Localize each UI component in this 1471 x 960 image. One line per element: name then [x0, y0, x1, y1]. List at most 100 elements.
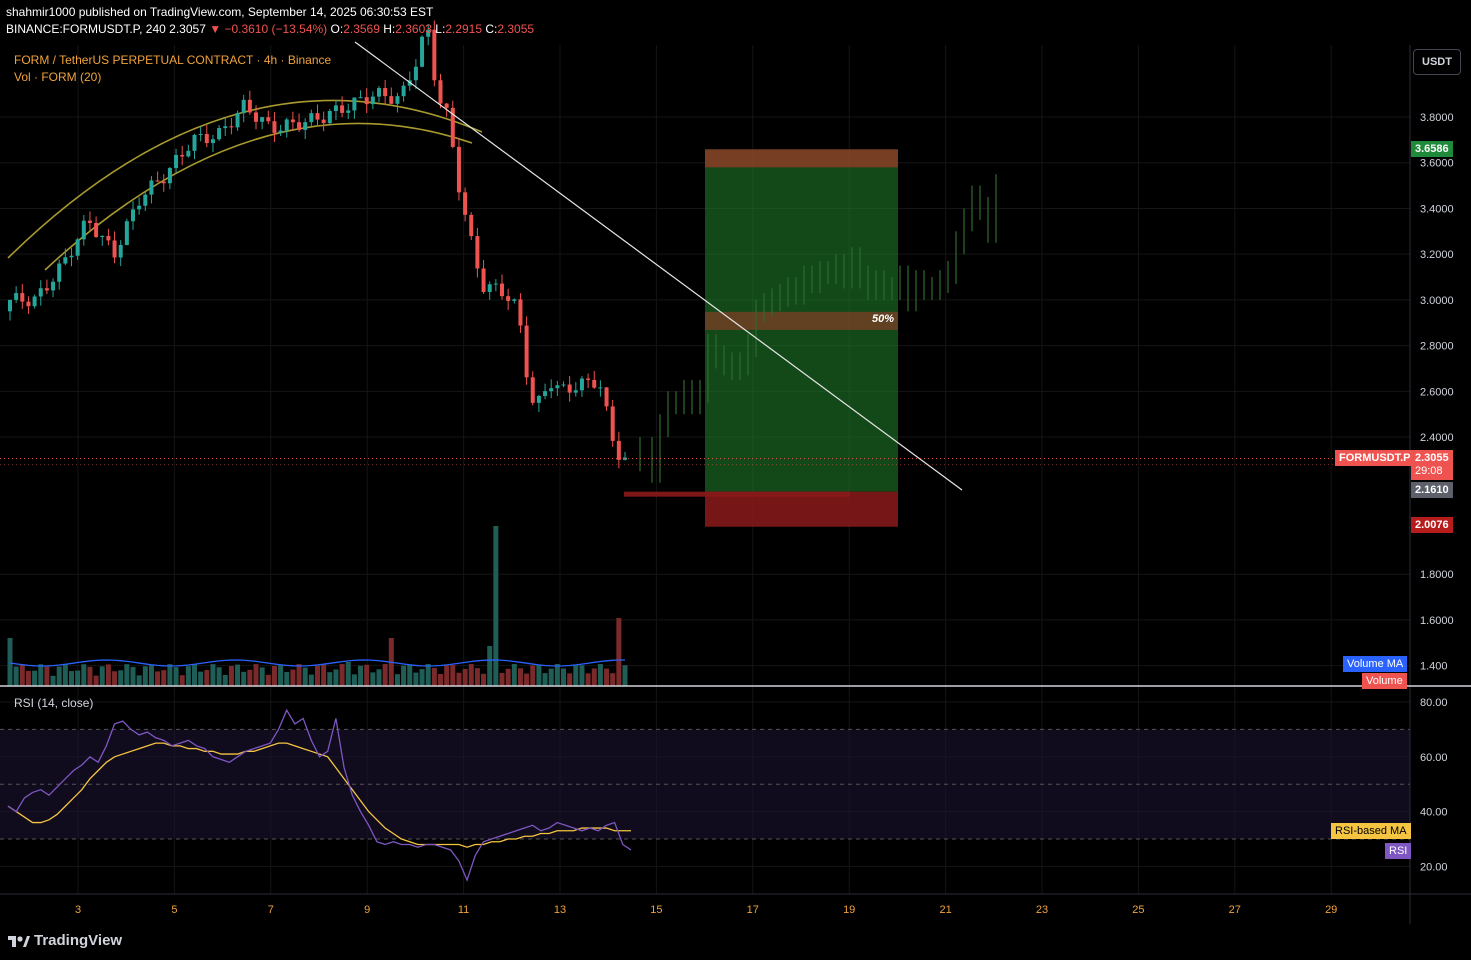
volume-bar: [161, 670, 167, 686]
time-tick-label: 17: [747, 904, 759, 916]
volume-bar: [87, 666, 93, 686]
candle-body: [321, 119, 326, 124]
volume-legend[interactable]: Vol · FORM (20): [14, 70, 102, 84]
candle-body: [75, 239, 80, 256]
volume-series: [7, 526, 628, 686]
candle-body: [389, 96, 394, 104]
volume-bar: [499, 672, 505, 686]
time-tick-label: 19: [843, 904, 855, 916]
rsi-tag: RSI: [1385, 843, 1412, 859]
volume-bar: [345, 662, 351, 686]
candle-body: [124, 221, 129, 245]
volume-bar: [567, 673, 573, 686]
candle-body: [598, 387, 603, 389]
candle-body: [303, 122, 308, 130]
candle-body: [364, 97, 369, 105]
volume-bar: [561, 668, 566, 686]
volume-bar: [167, 664, 173, 686]
rsi-tick-label: 60.00: [1420, 752, 1448, 764]
volume-bar: [136, 675, 142, 686]
candle-body: [217, 128, 222, 140]
trendline[interactable]: [354, 41, 963, 491]
candle-body: [229, 126, 234, 128]
time-tick-label: 9: [364, 904, 370, 916]
candle-body: [586, 378, 591, 380]
volume-bar: [604, 668, 610, 686]
candle-body: [352, 97, 357, 111]
volume-bar: [216, 667, 222, 686]
rsi-legend[interactable]: RSI (14, close): [14, 696, 94, 710]
tradingview-logo[interactable]: TradingView: [8, 932, 122, 949]
rsi-ma-line: [7, 742, 631, 848]
candle-body: [616, 440, 621, 460]
volume-bar: [192, 664, 197, 686]
rsi-tick-label: 40.00: [1420, 807, 1448, 819]
volume-bar: [413, 672, 419, 686]
brand-name: TradingView: [34, 932, 123, 949]
main-series-legend[interactable]: FORM / TetherUS PERPETUAL CONTRACT · 4h …: [14, 53, 332, 67]
time-tick-label: 5: [171, 904, 177, 916]
candle-body: [8, 299, 12, 312]
candle-body: [149, 180, 154, 195]
footer-bar: [0, 924, 1471, 960]
candle-body: [463, 192, 468, 215]
candle-body: [340, 105, 345, 113]
candle-body: [493, 283, 498, 285]
current-price: 2.3055: [1415, 452, 1449, 464]
candle-body: [555, 385, 560, 389]
time-tick-label: 27: [1229, 904, 1241, 916]
volume-bar: [19, 664, 25, 686]
candle-body: [118, 244, 123, 258]
position-tool[interactable]: [624, 149, 898, 527]
candle-body: [567, 384, 572, 393]
candle-body: [346, 110, 351, 113]
volume-bar: [351, 674, 357, 686]
volume-bar: [358, 665, 364, 686]
volume-bar: [112, 671, 118, 686]
volume-bar: [105, 664, 111, 686]
candle-body: [438, 80, 443, 104]
candle-body: [180, 154, 185, 157]
candle-body: [155, 180, 160, 182]
volume-bar: [321, 664, 327, 686]
volume-ma-tag: Volume MA: [1343, 656, 1408, 672]
volume-bar: [505, 668, 511, 686]
candle-body: [284, 119, 289, 131]
volume-bar: [542, 673, 548, 686]
time-tick-label: 29: [1325, 904, 1337, 916]
candle-body: [161, 181, 166, 184]
volume-bar: [290, 669, 296, 686]
candle-body: [137, 205, 142, 210]
time-tick-label: 25: [1132, 904, 1144, 916]
time-tick-label: 11: [458, 904, 469, 916]
currency-button[interactable]: USDT: [1413, 49, 1461, 75]
candle-body: [87, 220, 92, 223]
volume-bar: [585, 673, 591, 686]
volume-bar: [173, 667, 179, 686]
candle-body: [38, 288, 43, 297]
candle-body: [377, 88, 381, 97]
candle-body: [131, 209, 135, 222]
volume-bar: [241, 671, 247, 686]
last-price: 2.3057: [169, 22, 206, 36]
volume-bar: [210, 664, 216, 686]
candle-body: [26, 301, 31, 307]
rsi-ma-tag: RSI-based MA: [1331, 823, 1411, 839]
volume-bar: [530, 665, 536, 686]
candle-body: [420, 36, 425, 67]
volume-bar: [444, 665, 450, 686]
candle-body: [506, 296, 511, 301]
candle-body: [623, 457, 627, 460]
candle-body: [543, 391, 548, 396]
time-tick-label: 23: [1036, 904, 1048, 916]
volume-bar: [315, 665, 320, 686]
candle-body: [456, 146, 461, 193]
volume-bar: [616, 618, 622, 686]
candle-body: [500, 283, 504, 297]
volume-bar: [50, 675, 56, 686]
volume-bar: [333, 669, 339, 686]
volume-bar: [25, 670, 31, 686]
candle-body: [186, 150, 191, 157]
volume-bar: [468, 664, 474, 686]
